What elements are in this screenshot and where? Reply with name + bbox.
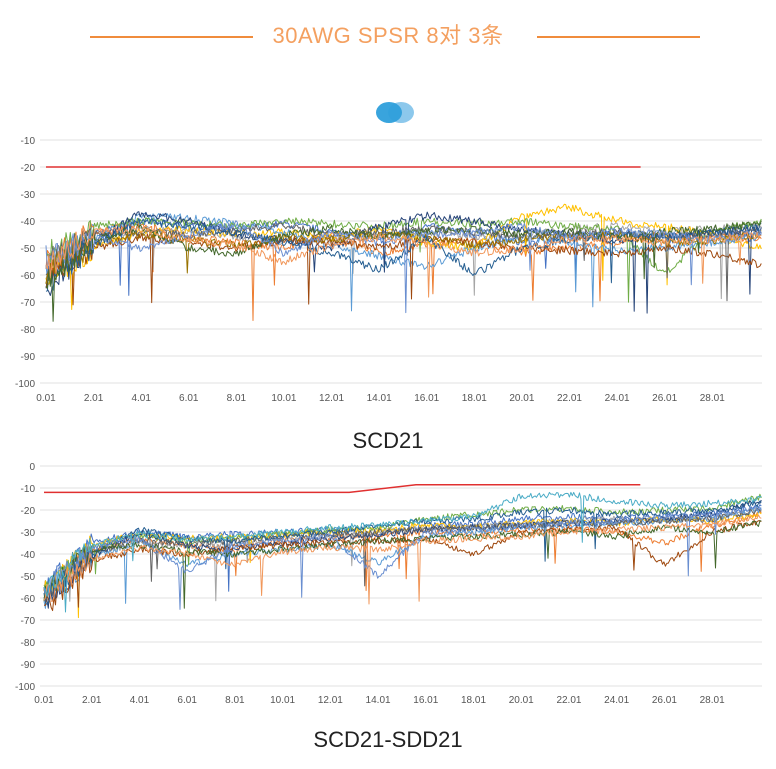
series-line-10: [45, 217, 762, 292]
y-tick-label: -100: [15, 682, 35, 693]
y-tick-label: -50: [21, 244, 36, 255]
y-tick-label: -60: [21, 271, 36, 282]
y-tick-label: -10: [21, 136, 36, 147]
x-tick-label: 10.01: [270, 695, 295, 706]
y-tick-label: -40: [21, 217, 36, 228]
series-line-8: [45, 222, 762, 302]
y-tick-label: -30: [21, 190, 36, 201]
series-line-12: [45, 220, 762, 314]
series-line-8: [43, 508, 762, 602]
x-tick-label: 6.01: [177, 695, 197, 706]
x-tick-label: 8.01: [225, 695, 245, 706]
x-tick-label: 4.01: [131, 393, 151, 404]
y-tick-label: -20: [21, 163, 36, 174]
x-tick-label: 4.01: [130, 695, 150, 706]
x-tick-label: 10.01: [271, 393, 296, 404]
y-tick-label: -90: [21, 660, 36, 671]
x-tick-label: 0.01: [34, 695, 54, 706]
series-line-11: [45, 220, 762, 322]
y-tick-label: -80: [21, 325, 36, 336]
y-tick-label: -90: [21, 352, 36, 363]
x-tick-label: 26.01: [652, 695, 677, 706]
y-tick-label: 0: [29, 462, 35, 473]
y-tick-label: -20: [21, 506, 36, 517]
y-tick-label: -40: [21, 550, 36, 561]
series-line-1: [43, 510, 762, 599]
title-rule-right: [537, 36, 700, 38]
y-tick-label: -70: [21, 298, 36, 309]
legend-marker: [376, 102, 402, 123]
x-tick-label: 28.01: [700, 393, 725, 404]
chart2-title: SCD21-SDD21: [313, 727, 463, 752]
x-tick-label: 6.01: [179, 393, 199, 404]
y-tick-label: -70: [21, 616, 36, 627]
x-tick-label: 18.01: [461, 695, 486, 706]
y-tick-label: -50: [21, 572, 36, 583]
chart-title-container: 30AWG SPSR 8对 3条: [0, 18, 776, 50]
y-tick-label: -10: [21, 484, 36, 495]
x-tick-label: 20.01: [509, 393, 534, 404]
x-tick-label: 28.01: [700, 695, 725, 706]
x-tick-label: 24.01: [604, 695, 629, 706]
series-line-4: [45, 212, 762, 312]
x-tick-label: 14.01: [367, 393, 392, 404]
x-tick-label: 0.01: [36, 393, 56, 404]
limit-line: [44, 483, 641, 494]
x-tick-label: 2.01: [84, 393, 104, 404]
x-tick-label: 22.01: [556, 695, 581, 706]
main-title: 30AWG SPSR 8对 3条: [272, 23, 504, 48]
series-line-11: [43, 505, 762, 610]
y-tick-label: -30: [21, 528, 36, 539]
x-tick-label: 12.01: [319, 393, 344, 404]
x-tick-label: 8.01: [227, 393, 247, 404]
series-line-13: [45, 225, 762, 298]
x-tick-label: 14.01: [366, 695, 391, 706]
chart1-title: SCD21: [352, 428, 424, 453]
x-tick-label: 26.01: [652, 393, 677, 404]
x-tick-label: 20.01: [509, 695, 534, 706]
y-tick-label: -100: [15, 379, 35, 390]
x-tick-label: 12.01: [318, 695, 343, 706]
title-rule-left: [90, 36, 253, 38]
x-tick-label: 2.01: [82, 695, 102, 706]
y-tick-label: -60: [21, 594, 36, 605]
series-line-10: [43, 520, 762, 609]
x-tick-label: 16.01: [414, 393, 439, 404]
x-tick-label: 22.01: [557, 393, 582, 404]
series-line-12: [43, 514, 762, 605]
x-tick-label: 24.01: [605, 393, 630, 404]
series-line-13: [43, 491, 762, 613]
x-tick-label: 18.01: [462, 393, 487, 404]
x-tick-label: 16.01: [413, 695, 438, 706]
y-tick-label: -80: [21, 638, 36, 649]
